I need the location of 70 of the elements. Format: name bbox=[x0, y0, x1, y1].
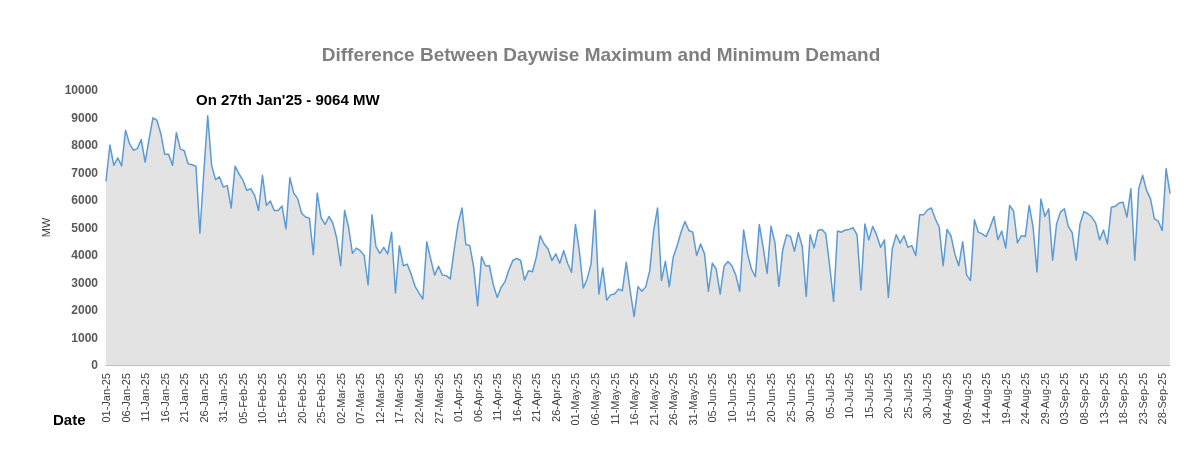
x-tick-label: 18-Sep-25 bbox=[1117, 373, 1130, 425]
x-tick-label: 30-Jun-25 bbox=[804, 373, 817, 423]
x-tick-label: 12-Mar-25 bbox=[373, 373, 386, 424]
x-tick-label: 10-Feb-25 bbox=[256, 373, 269, 424]
x-tick-label: 19-Aug-25 bbox=[999, 373, 1012, 425]
x-tick-label: 06-May-25 bbox=[588, 373, 601, 426]
y-tick-label: 3000 bbox=[71, 275, 99, 290]
x-tick-label: 14-Aug-25 bbox=[980, 373, 993, 425]
x-tick-label: 26-May-25 bbox=[667, 373, 680, 426]
y-tick-label: 6000 bbox=[71, 193, 99, 207]
x-tick-label: 07-Mar-25 bbox=[354, 373, 367, 424]
x-tick-label: 31-Jan-25 bbox=[217, 373, 230, 423]
y-tick-label: 9000 bbox=[71, 110, 99, 125]
x-tick-label: 05-Jun-25 bbox=[706, 373, 719, 423]
y-tick-label: 10000 bbox=[64, 83, 99, 97]
x-tick-label: 29-Aug-25 bbox=[1038, 373, 1051, 425]
y-tick-label: 8000 bbox=[71, 138, 99, 152]
x-tick-label: 15-Jul-25 bbox=[862, 373, 875, 419]
x-tick-label: 11-May-25 bbox=[608, 373, 621, 425]
x-tick-label: 26-Jan-25 bbox=[197, 373, 210, 423]
x-tick-label: 30-Jul-25 bbox=[921, 373, 934, 419]
x-tick-label: 28-Sep-25 bbox=[1156, 373, 1169, 425]
x-tick-label: 25-Feb-25 bbox=[315, 373, 328, 424]
x-tick-label: 04-Aug-25 bbox=[941, 373, 954, 425]
y-tick-label: 0 bbox=[91, 358, 99, 372]
x-tick-label: 22-Mar-25 bbox=[412, 373, 425, 424]
x-tick-label: 24-Aug-25 bbox=[1019, 373, 1032, 425]
x-tick-label: 01-Apr-25 bbox=[452, 373, 465, 422]
x-tick-label: 15-Feb-25 bbox=[276, 373, 289, 424]
x-tick-label: 03-Sep-25 bbox=[1058, 373, 1071, 425]
x-tick-label: 16-Jan-25 bbox=[158, 373, 171, 423]
y-axis-title: MW bbox=[39, 217, 52, 238]
y-tick-label: 4000 bbox=[71, 248, 99, 262]
x-tick-label: 25-Jun-25 bbox=[784, 373, 797, 423]
x-tick-label: 01-Jan-25 bbox=[100, 373, 112, 423]
y-tick-label: 1000 bbox=[71, 330, 99, 345]
chart-title: Difference Between Daywise Maximum and Minimum Demand bbox=[321, 44, 881, 65]
x-tick-label: 25-Jul-25 bbox=[901, 373, 914, 419]
x-tick-label: 10-Jul-25 bbox=[843, 373, 856, 419]
x-tick-label: 09-Aug-25 bbox=[960, 373, 973, 425]
x-tick-label: 06-Jan-25 bbox=[119, 373, 132, 423]
x-tick-label: 13-Sep-25 bbox=[1097, 373, 1110, 425]
y-tick-label: 5000 bbox=[71, 220, 99, 235]
x-tick-label: 02-Mar-25 bbox=[334, 373, 347, 424]
x-tick-label: 31-May-25 bbox=[686, 373, 699, 426]
x-tick-label: 15-Jun-25 bbox=[745, 373, 758, 423]
x-tick-label: 26-Apr-25 bbox=[549, 373, 562, 422]
x-tick-label: 10-Jun-25 bbox=[725, 373, 738, 423]
x-tick-label: 21-May-25 bbox=[647, 373, 660, 426]
x-tick-label: 08-Sep-25 bbox=[1077, 373, 1090, 425]
x-tick-label: 16-May-25 bbox=[628, 373, 641, 426]
x-tick-label: 01-May-25 bbox=[569, 373, 582, 426]
x-tick-label: 06-Apr-25 bbox=[471, 373, 484, 422]
x-tick-label: 23-Sep-25 bbox=[1136, 373, 1149, 425]
y-tick-label: 2000 bbox=[71, 303, 99, 317]
x-tick-label: 05-Jul-25 bbox=[823, 373, 836, 419]
x-tick-label: 11-Jan-25 bbox=[139, 373, 152, 422]
x-tick-label: 21-Apr-25 bbox=[530, 373, 543, 422]
x-tick-label: 20-Jul-25 bbox=[882, 373, 895, 419]
x-axis-title: Date bbox=[53, 411, 86, 428]
x-tick-label: 16-Apr-25 bbox=[510, 373, 523, 422]
x-tick-label: 27-Mar-25 bbox=[432, 373, 445, 424]
x-tick-label: 20-Feb-25 bbox=[295, 373, 308, 424]
x-tick-label: 05-Feb-25 bbox=[236, 373, 249, 424]
y-tick-label: 7000 bbox=[71, 165, 99, 180]
x-tick-label: 21-Jan-25 bbox=[178, 373, 191, 423]
x-tick-label: 20-Jun-25 bbox=[765, 373, 777, 423]
annotation: On 27th Jan'25 - 9064 MW bbox=[196, 91, 381, 108]
x-tick-label: 11-Apr-25 bbox=[491, 373, 504, 422]
x-tick-label: 17-Mar-25 bbox=[393, 373, 406, 424]
